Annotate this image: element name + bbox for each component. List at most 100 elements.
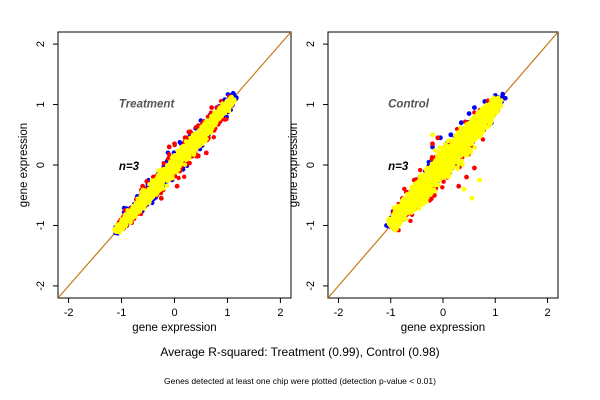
panel-label: Control	[388, 99, 430, 111]
data-point	[489, 106, 494, 112]
data-point	[166, 144, 172, 150]
data-point	[191, 152, 197, 157]
data-point	[139, 201, 144, 207]
data-point	[440, 175, 445, 180]
data-point	[424, 171, 429, 176]
data-point	[203, 150, 209, 156]
x-tick-label: 2	[277, 307, 283, 319]
y-tick-label: 0	[305, 162, 317, 168]
data-point	[440, 146, 445, 151]
data-point	[493, 101, 498, 106]
data-point	[444, 146, 450, 152]
data-point	[456, 133, 461, 138]
data-point	[441, 179, 446, 184]
data-point	[403, 197, 409, 202]
data-point	[437, 173, 442, 178]
data-point	[435, 135, 441, 141]
data-point	[472, 165, 477, 171]
data-point	[443, 166, 448, 171]
data-point	[425, 195, 430, 200]
data-point	[449, 142, 454, 147]
data-point	[402, 186, 407, 192]
data-point	[222, 107, 227, 113]
data-point	[158, 195, 164, 201]
data-point	[443, 156, 449, 162]
data-point	[440, 185, 445, 190]
data-point	[124, 222, 129, 227]
data-point	[416, 204, 421, 209]
data-point	[435, 153, 440, 158]
data-point	[409, 202, 414, 208]
data-point	[458, 125, 463, 130]
data-point	[156, 177, 161, 183]
data-point	[161, 176, 167, 181]
data-point	[480, 114, 486, 120]
data-point	[436, 149, 441, 155]
data-point	[431, 179, 437, 185]
data-point	[147, 194, 152, 199]
data-point	[464, 174, 469, 180]
x-tick-label: -1	[117, 307, 127, 319]
x-tick-label: -2	[64, 307, 74, 319]
data-point	[135, 198, 141, 203]
data-point	[404, 207, 409, 212]
data-point	[456, 183, 462, 189]
data-point	[480, 107, 486, 112]
data-point	[131, 211, 137, 216]
data-point	[190, 132, 196, 138]
data-point	[170, 163, 175, 168]
data-point	[432, 187, 437, 193]
data-point	[192, 137, 197, 142]
data-point	[435, 167, 440, 173]
data-point	[195, 153, 201, 159]
data-point	[421, 189, 426, 194]
data-point	[149, 190, 155, 196]
data-point	[472, 105, 477, 110]
data-point	[181, 156, 186, 161]
data-point	[211, 135, 216, 140]
data-point	[480, 137, 486, 142]
data-point	[205, 127, 211, 132]
data-point	[466, 111, 472, 116]
data-point	[480, 121, 485, 126]
data-point	[460, 140, 466, 146]
data-point	[477, 118, 482, 123]
data-point	[140, 183, 146, 189]
panel-label: Treatment	[119, 99, 176, 111]
data-point	[474, 133, 479, 138]
x-tick-label: 1	[492, 307, 498, 319]
x-tick-label: 0	[171, 307, 177, 319]
data-point	[161, 161, 166, 166]
data-point	[426, 166, 432, 171]
data-point	[411, 191, 416, 197]
data-point	[490, 110, 495, 116]
data-point	[176, 175, 181, 181]
data-point	[429, 156, 434, 162]
y-tick-label: 2	[35, 41, 47, 47]
data-point	[422, 195, 427, 200]
x-axis-label: gene expression	[132, 322, 216, 334]
y-tick-label: 1	[305, 101, 317, 107]
series-3	[112, 94, 237, 235]
data-point	[424, 199, 429, 204]
data-point	[484, 107, 490, 113]
data-point	[386, 221, 392, 227]
data-point	[115, 227, 120, 232]
data-point	[415, 190, 421, 196]
x-tick-label: -2	[334, 307, 344, 319]
data-point	[456, 150, 461, 156]
data-point	[465, 136, 470, 141]
data-point	[133, 201, 138, 207]
data-point	[455, 166, 460, 171]
data-point	[465, 153, 470, 158]
data-point	[391, 205, 397, 210]
data-point	[180, 150, 185, 155]
data-point	[144, 196, 149, 201]
series-3	[386, 95, 504, 233]
data-point	[414, 182, 419, 187]
data-point	[418, 167, 423, 173]
y-tick-label: -2	[35, 281, 47, 291]
data-point	[424, 185, 430, 190]
data-point	[144, 179, 149, 184]
